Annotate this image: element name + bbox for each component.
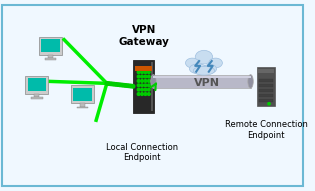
- FancyBboxPatch shape: [258, 69, 274, 73]
- FancyBboxPatch shape: [48, 55, 53, 58]
- Circle shape: [122, 83, 125, 87]
- FancyBboxPatch shape: [31, 97, 43, 99]
- Circle shape: [109, 82, 112, 86]
- FancyBboxPatch shape: [80, 103, 85, 107]
- Circle shape: [141, 80, 143, 82]
- FancyBboxPatch shape: [259, 84, 273, 87]
- Circle shape: [128, 84, 131, 88]
- Circle shape: [116, 83, 120, 86]
- FancyBboxPatch shape: [259, 89, 273, 92]
- FancyBboxPatch shape: [45, 58, 56, 60]
- Circle shape: [137, 88, 140, 91]
- FancyBboxPatch shape: [71, 85, 94, 103]
- Circle shape: [129, 84, 133, 88]
- Circle shape: [147, 88, 150, 91]
- Ellipse shape: [203, 64, 217, 73]
- FancyBboxPatch shape: [135, 66, 152, 71]
- FancyBboxPatch shape: [41, 39, 60, 52]
- FancyBboxPatch shape: [151, 62, 153, 111]
- Circle shape: [147, 84, 150, 87]
- Circle shape: [137, 84, 140, 87]
- Circle shape: [141, 71, 143, 74]
- FancyBboxPatch shape: [153, 75, 250, 88]
- FancyBboxPatch shape: [257, 67, 275, 106]
- Ellipse shape: [189, 64, 207, 74]
- Ellipse shape: [248, 75, 253, 88]
- Circle shape: [141, 93, 143, 95]
- FancyBboxPatch shape: [153, 76, 250, 78]
- Circle shape: [124, 84, 127, 87]
- Circle shape: [111, 82, 114, 86]
- Circle shape: [144, 93, 147, 95]
- FancyBboxPatch shape: [73, 88, 92, 101]
- Circle shape: [141, 88, 143, 91]
- Circle shape: [147, 80, 150, 82]
- Ellipse shape: [151, 75, 156, 88]
- Circle shape: [114, 83, 118, 86]
- Circle shape: [141, 75, 143, 78]
- FancyBboxPatch shape: [259, 79, 273, 82]
- Circle shape: [107, 82, 111, 85]
- FancyBboxPatch shape: [259, 94, 273, 97]
- FancyBboxPatch shape: [25, 76, 49, 94]
- Text: Local Connection
Endpoint: Local Connection Endpoint: [106, 143, 178, 162]
- Circle shape: [131, 85, 135, 88]
- Circle shape: [144, 71, 147, 74]
- Circle shape: [112, 83, 116, 86]
- Text: Remote Connection
Endpoint: Remote Connection Endpoint: [225, 120, 307, 140]
- FancyBboxPatch shape: [133, 60, 154, 113]
- Text: VPN
Gateway: VPN Gateway: [118, 25, 169, 47]
- Circle shape: [118, 83, 122, 87]
- Circle shape: [105, 82, 109, 85]
- Circle shape: [268, 103, 270, 105]
- Circle shape: [120, 83, 123, 87]
- Circle shape: [126, 84, 129, 87]
- Circle shape: [137, 71, 140, 74]
- FancyBboxPatch shape: [34, 94, 39, 97]
- Circle shape: [147, 75, 150, 78]
- Ellipse shape: [186, 58, 199, 68]
- Ellipse shape: [209, 58, 222, 68]
- Circle shape: [144, 88, 147, 91]
- Circle shape: [144, 84, 147, 87]
- Circle shape: [144, 75, 147, 78]
- Circle shape: [147, 71, 150, 74]
- FancyBboxPatch shape: [77, 107, 88, 108]
- Ellipse shape: [195, 50, 213, 64]
- Circle shape: [137, 80, 140, 82]
- Circle shape: [147, 93, 150, 95]
- FancyBboxPatch shape: [39, 37, 62, 55]
- Circle shape: [141, 84, 143, 87]
- FancyBboxPatch shape: [28, 78, 46, 91]
- FancyBboxPatch shape: [259, 99, 273, 102]
- Text: VPN: VPN: [194, 78, 220, 88]
- Ellipse shape: [193, 66, 215, 75]
- Circle shape: [137, 93, 140, 95]
- Circle shape: [137, 75, 140, 78]
- Circle shape: [144, 80, 147, 82]
